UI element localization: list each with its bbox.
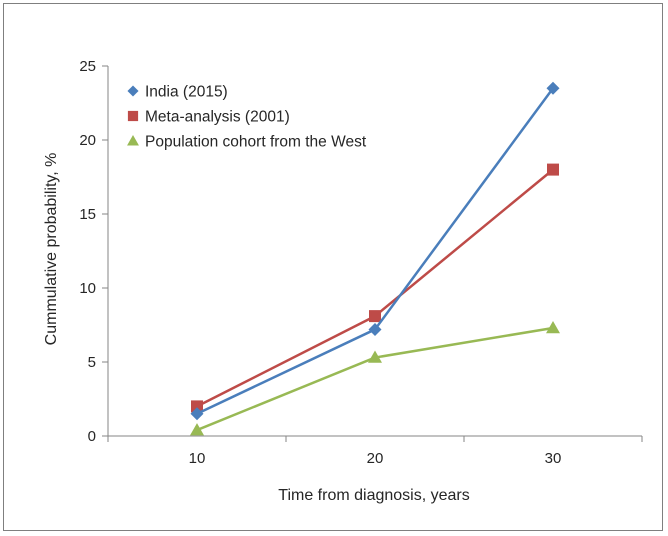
series-layer xyxy=(190,81,560,436)
data-point-square xyxy=(369,310,381,323)
data-point-square xyxy=(547,163,559,176)
y-tick-label: 0 xyxy=(88,428,96,445)
legend-label: Population cohort from the West xyxy=(145,134,367,151)
data-point-diamond xyxy=(368,322,382,336)
data-point-triangle xyxy=(127,135,139,146)
y-tick-label: 15 xyxy=(79,206,96,223)
y-tick-label: 5 xyxy=(88,354,96,371)
legend-label: Meta-analysis (2001) xyxy=(145,109,290,126)
data-point-triangle xyxy=(546,320,560,334)
legend: India (2015) Meta-analysis (2001) Populati… xyxy=(127,84,367,151)
data-point-diamond xyxy=(546,81,560,95)
legend-item: India (2015) xyxy=(127,84,228,101)
legend-label: India (2015) xyxy=(145,84,228,101)
data-point-triangle xyxy=(368,350,382,363)
x-tick-label: 30 xyxy=(545,450,562,467)
legend-item: Meta-analysis (2001) xyxy=(127,109,290,126)
data-point-square xyxy=(191,400,203,413)
data-point-triangle xyxy=(190,423,204,436)
data-point-diamond xyxy=(190,407,204,421)
axes: 0 5 10 15 20 25 10 20 30 xyxy=(79,58,643,467)
y-axis-title: Cummulative probability, % xyxy=(43,153,60,346)
y-tick-label: 10 xyxy=(79,280,96,297)
x-axis-title: Time from diagnosis, years xyxy=(278,487,469,504)
y-tick-label: 20 xyxy=(79,132,96,149)
x-tick-label: 20 xyxy=(367,450,384,467)
series-line xyxy=(196,168,554,408)
series-diamond xyxy=(190,81,560,421)
series-square xyxy=(191,163,559,413)
legend-item: Population cohort from the West xyxy=(127,134,367,151)
data-point-diamond xyxy=(127,85,139,97)
x-tick-label: 10 xyxy=(189,450,206,467)
series-triangle xyxy=(190,320,560,436)
data-point-square xyxy=(127,110,139,122)
y-tick-label: 25 xyxy=(79,58,96,75)
